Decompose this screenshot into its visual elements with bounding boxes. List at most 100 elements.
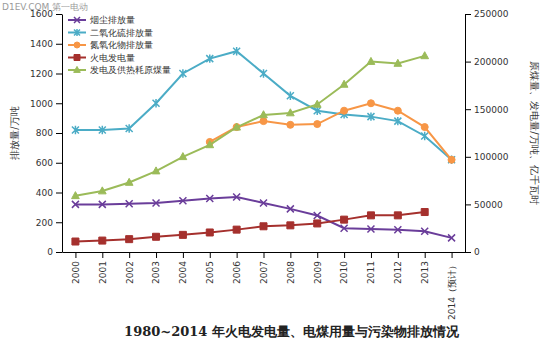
y2-tick: 100000: [465, 152, 509, 162]
x-tick-label: 2004: [178, 261, 188, 284]
x-tick: 2014（预计）: [447, 252, 457, 320]
series-marker: [421, 228, 428, 235]
series-marker: [233, 226, 240, 233]
series-marker: [448, 234, 455, 241]
y-tick-mark: [56, 193, 62, 194]
watermark: D1EV.COM 第一电动: [2, 2, 88, 12]
series-marker: [206, 229, 213, 236]
y-tick: 400: [36, 188, 62, 198]
legend-marker: [74, 29, 80, 36]
y2-tick-mark: [465, 252, 471, 253]
y2-axis: 0 50000 100000 150000 200000 250000: [465, 9, 509, 257]
series-marker: [126, 124, 133, 132]
x-tick-label: 2003: [151, 261, 161, 284]
series-marker: [233, 124, 240, 131]
y-tick: 1400: [30, 39, 62, 49]
x-tick: 2001: [98, 252, 108, 284]
y-axis-line: [62, 15, 63, 253]
series-marker: [260, 223, 267, 230]
y-tick-mark: [56, 74, 62, 75]
x-tick: 2011: [366, 252, 376, 284]
series-marker: [233, 47, 240, 55]
y2-tick: 250000: [465, 9, 509, 19]
series: [72, 52, 429, 199]
series-marker: [341, 225, 348, 232]
y2-tick: 50000: [465, 200, 503, 210]
series-marker: [233, 193, 240, 200]
series-marker: [99, 126, 106, 134]
series-marker: [99, 201, 106, 208]
series-marker: [179, 153, 187, 160]
y-tick-label: 800: [36, 128, 53, 138]
series: [72, 193, 455, 241]
series-marker: [287, 109, 295, 116]
series-marker: [287, 205, 294, 212]
y-tick-mark: [56, 103, 62, 104]
x-tick-label: 2006: [232, 261, 242, 284]
series-marker: [313, 100, 321, 107]
legend-label: 火电发电量: [90, 53, 135, 63]
series-marker: [206, 195, 213, 202]
x-tick-mark: [129, 252, 130, 258]
x-tick-label: 2013: [420, 261, 430, 284]
x-tick-label: 2012: [393, 261, 403, 284]
x-tick-mark: [75, 252, 76, 258]
x-tick: 2007: [259, 252, 269, 284]
x-tick: 2002: [125, 252, 135, 284]
y-tick: 600: [36, 158, 62, 168]
x-tick-mark: [183, 252, 184, 258]
y2-tick: 0: [465, 247, 480, 257]
x-tick-mark: [425, 252, 426, 258]
y2-tick-label: 150000: [474, 105, 509, 115]
series-line: [75, 51, 451, 160]
chart: 0200400600800100012001400160005000010000…: [0, 0, 543, 348]
series-marker: [153, 99, 160, 107]
series-marker: [367, 100, 374, 107]
series-marker: [72, 201, 79, 208]
y-tick-label: 1200: [30, 69, 53, 79]
y2-tick: 150000: [465, 105, 509, 115]
y2-tick-label: 200000: [474, 57, 509, 67]
series: [72, 209, 428, 246]
series-marker: [287, 92, 294, 100]
x-tick-label: 2008: [286, 261, 296, 284]
series-marker: [98, 187, 106, 194]
x-tick-label: 2009: [313, 261, 323, 284]
series-marker: [421, 52, 429, 59]
series-marker: [153, 199, 160, 206]
series-marker: [72, 126, 79, 134]
y-tick: 200: [36, 218, 62, 228]
x-tick-mark: [398, 252, 399, 258]
x-tick-label: 2007: [259, 261, 269, 284]
series-marker: [314, 106, 321, 114]
series-marker: [421, 132, 428, 140]
y-tick-label: 1000: [30, 99, 53, 109]
series: [72, 47, 455, 164]
series-marker: [125, 178, 133, 185]
y2-tick-mark: [465, 109, 471, 110]
series-marker: [152, 167, 160, 174]
series-marker: [448, 156, 455, 164]
series-marker: [126, 236, 133, 243]
series-marker: [287, 121, 294, 128]
y2-tick-label: 100000: [474, 152, 509, 162]
y-tick: 800: [36, 128, 62, 138]
y2-tick-mark: [465, 62, 471, 63]
series-marker: [72, 192, 80, 199]
series-line: [75, 197, 451, 238]
x-tick-label: 2014（预计）: [447, 261, 457, 320]
legend-entry: 烟尘排放量: [68, 15, 135, 25]
series-line: [75, 56, 424, 196]
series-marker: [126, 200, 133, 207]
x-tick: 2003: [151, 252, 161, 284]
plot-area: [72, 47, 455, 245]
y-tick-label: 1400: [30, 39, 53, 49]
x-tick-mark: [344, 252, 345, 258]
y-tick-label: 0: [47, 247, 53, 257]
y-tick-mark: [56, 252, 62, 253]
series-marker: [341, 107, 348, 114]
legend-marker: [74, 17, 80, 23]
series-marker: [314, 121, 321, 128]
series-marker: [394, 107, 401, 114]
legend-entry: 二氧化硫排放量: [68, 28, 153, 38]
